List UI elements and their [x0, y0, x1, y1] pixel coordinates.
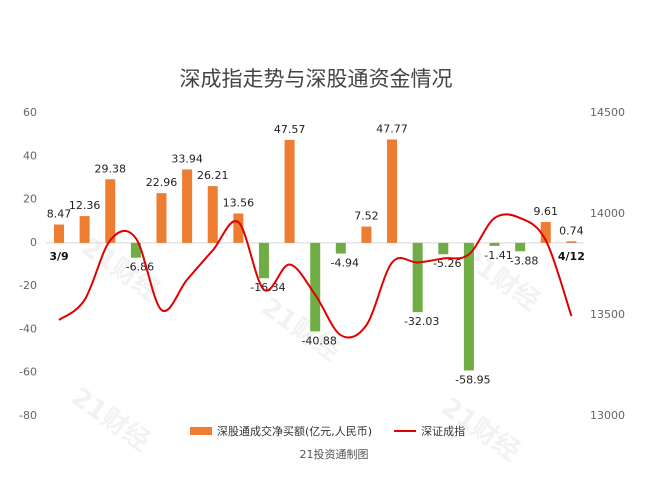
value-label: 0.74 — [559, 224, 584, 237]
y2-tick-label: 13000 — [590, 409, 625, 422]
watermark: 21财经 — [256, 291, 346, 367]
y-tick-label: -60 — [19, 366, 37, 379]
bar — [463, 242, 474, 371]
y-tick-label: -80 — [19, 409, 37, 422]
value-label: 12.36 — [69, 199, 101, 212]
value-label: -3.88 — [510, 254, 538, 267]
bar — [207, 186, 218, 243]
y-tick-label: 60 — [23, 106, 37, 119]
value-label: 33.94 — [171, 152, 203, 165]
value-label: -32.03 — [404, 315, 439, 328]
bar — [54, 224, 65, 243]
value-label: 22.96 — [146, 176, 178, 189]
bar — [182, 169, 193, 243]
y-tick-label: 0 — [30, 236, 37, 249]
value-label: 26.21 — [197, 169, 229, 182]
y-tick-label: 20 — [23, 193, 37, 206]
bar — [130, 242, 141, 258]
value-label: -1.41 — [484, 249, 512, 262]
bar — [515, 242, 526, 252]
category-label: 4/12 — [558, 250, 585, 263]
category-label: 3/9 — [49, 250, 68, 263]
bar — [438, 242, 449, 255]
line — [58, 213, 573, 339]
value-label: -16.34 — [250, 281, 285, 294]
value-label: 13.56 — [223, 197, 255, 210]
bar — [412, 242, 423, 313]
bar — [566, 241, 577, 243]
value-label: 7.52 — [354, 210, 379, 223]
footer: 21投资通制图 — [300, 447, 369, 461]
y-tick-label: -40 — [19, 322, 37, 335]
y-tick-label: -20 — [19, 279, 37, 292]
value-label: 47.77 — [376, 122, 408, 135]
bar — [156, 193, 167, 243]
bar — [284, 139, 295, 243]
value-label: 29.38 — [94, 162, 126, 175]
bar — [335, 242, 346, 254]
bar — [79, 216, 90, 243]
y2-tick-label: 14000 — [590, 207, 625, 220]
bar — [258, 242, 269, 279]
value-label: 47.57 — [274, 123, 306, 136]
bar — [489, 242, 500, 246]
bar — [310, 242, 321, 332]
legend-label: 深股通成交净买额(亿元,人民币) — [217, 424, 372, 438]
value-label: -4.94 — [331, 257, 359, 270]
watermark: 21财经 — [66, 381, 156, 457]
bar — [387, 139, 398, 243]
value-label: -5.26 — [433, 257, 461, 270]
legend-swatch — [190, 427, 212, 435]
chart-title: 深成指走势与深股通资金情况 — [180, 67, 453, 91]
value-label: -40.88 — [301, 334, 336, 347]
y-tick-label: 40 — [23, 149, 37, 162]
bar — [105, 179, 116, 243]
bar — [233, 213, 244, 243]
bar — [540, 222, 551, 243]
value-label: 8.47 — [47, 208, 72, 221]
value-label: -6.86 — [126, 261, 154, 274]
value-label: 9.61 — [534, 205, 559, 218]
value-label: -58.95 — [455, 373, 490, 386]
legend-label: 深证成指 — [421, 424, 465, 438]
y2-tick-label: 13500 — [590, 308, 625, 321]
y2-tick-label: 14500 — [590, 106, 625, 119]
bar — [361, 226, 372, 243]
